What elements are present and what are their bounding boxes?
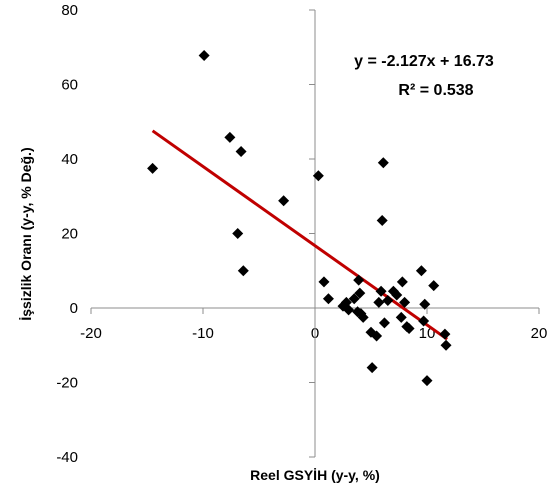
data-point bbox=[353, 274, 365, 286]
data-point bbox=[382, 295, 394, 307]
data-point bbox=[376, 214, 388, 226]
data-point bbox=[322, 293, 334, 305]
data-point bbox=[312, 170, 324, 182]
data-point bbox=[278, 195, 290, 207]
data-point bbox=[419, 298, 431, 310]
data-point bbox=[440, 339, 452, 351]
trendline bbox=[151, 129, 449, 341]
data-point bbox=[377, 157, 389, 169]
data-point bbox=[354, 287, 366, 299]
data-point bbox=[224, 131, 236, 143]
data-point bbox=[403, 322, 415, 334]
data-point bbox=[147, 162, 159, 174]
y-tick-label: -20 bbox=[56, 375, 78, 392]
data-point bbox=[418, 315, 430, 327]
data-point bbox=[378, 317, 390, 329]
data-point bbox=[421, 375, 433, 387]
y-tick-label: 40 bbox=[61, 151, 78, 168]
data-point bbox=[232, 228, 244, 239]
x-tick-label: -10 bbox=[192, 325, 214, 342]
x-tick-label: -20 bbox=[80, 325, 102, 342]
data-point bbox=[395, 311, 407, 323]
y-tick-label: 80 bbox=[61, 2, 78, 19]
data-point bbox=[391, 289, 403, 301]
data-point bbox=[343, 304, 355, 316]
r-squared-label: R² = 0.538 bbox=[398, 82, 473, 99]
data-point bbox=[439, 328, 451, 340]
data-point bbox=[373, 296, 385, 308]
data-point bbox=[396, 276, 408, 288]
data-point bbox=[399, 296, 411, 308]
y-tick-label: 20 bbox=[61, 226, 78, 243]
y-tick-label: -40 bbox=[56, 449, 78, 466]
data-point bbox=[348, 293, 360, 305]
x-axis: -20 -10 0 10 20 bbox=[80, 307, 548, 342]
data-point bbox=[375, 285, 387, 297]
data-point bbox=[371, 330, 383, 342]
data-point bbox=[237, 265, 249, 277]
x-axis-title: Reel GSYİH (y-y, %) bbox=[250, 467, 380, 483]
x-tick-label: 20 bbox=[531, 325, 548, 342]
data-point bbox=[318, 276, 330, 288]
trendline-equation: y = -2.127x + 16.73 bbox=[354, 53, 494, 70]
y-tick-label: 0 bbox=[70, 300, 78, 317]
y-axis-title: İşsizlik Oranı (y-y, % Değ.) bbox=[18, 147, 34, 320]
data-point bbox=[366, 362, 378, 374]
data-point bbox=[357, 311, 369, 323]
y-tick-label: 60 bbox=[61, 77, 78, 94]
data-point bbox=[428, 280, 440, 292]
data-point bbox=[198, 49, 210, 61]
data-point bbox=[415, 265, 427, 277]
data-point bbox=[235, 146, 247, 158]
